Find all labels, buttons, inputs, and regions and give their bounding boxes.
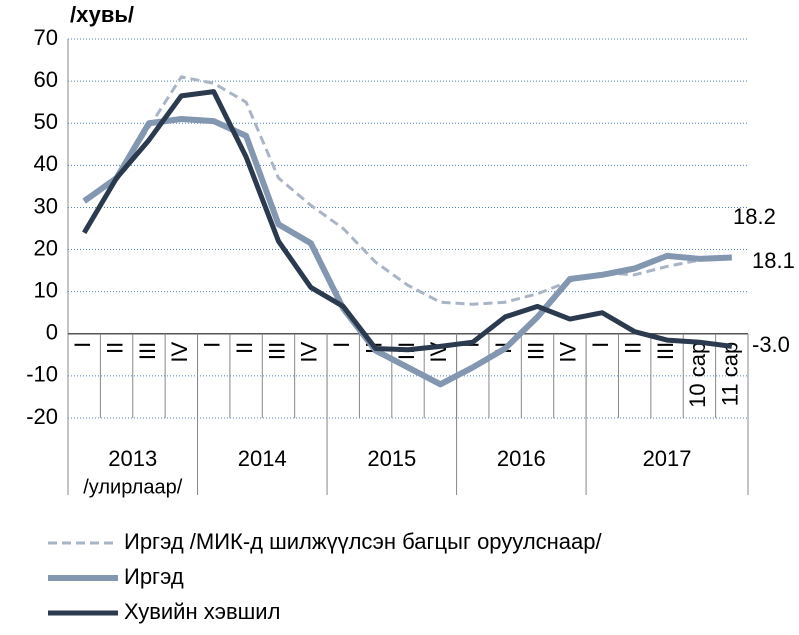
- x-tick-label: IV: [556, 341, 581, 362]
- legend-label: Иргэд /МИК-д шилжүүлсэн багцыг оруулснаа…: [124, 529, 603, 554]
- group-label: 2013: [108, 446, 157, 471]
- x-tick-label: II: [102, 342, 127, 354]
- series-line: [82, 89, 733, 353]
- y-tick-label: 50: [34, 109, 58, 134]
- y-tick-label: 20: [34, 235, 58, 260]
- x-tick-label: I: [329, 342, 354, 348]
- x-tick-label: IV: [167, 341, 192, 362]
- x-tick-label: II: [620, 342, 645, 354]
- series-line: [82, 116, 732, 388]
- y-axis-title: /хувь/: [70, 2, 134, 27]
- x-tick-label: III: [135, 342, 160, 360]
- legend-label: Хувийн хэвшил: [124, 599, 280, 624]
- x-tick-label: 10 сар: [685, 342, 710, 408]
- group-label: 2015: [367, 446, 416, 471]
- y-tick-label: 30: [34, 193, 58, 218]
- group-label: 2017: [643, 446, 692, 471]
- value-label: 18.2: [733, 204, 776, 229]
- x-tick-label: I: [70, 342, 95, 348]
- y-tick-label: -10: [26, 362, 58, 387]
- x-tick-label: 11 сар: [718, 342, 743, 406]
- y-tick-label: 0: [46, 320, 58, 345]
- y-tick-label: -20: [26, 404, 58, 429]
- x-tick-label: IV: [297, 341, 322, 362]
- legend-label: Иргэд: [124, 564, 184, 589]
- group-label: 2016: [497, 446, 546, 471]
- x-tick-label: III: [523, 342, 548, 360]
- y-tick-label: 10: [34, 277, 58, 302]
- group-label: 2014: [238, 446, 287, 471]
- y-tick-label: 40: [34, 151, 58, 176]
- y-tick-label: 70: [34, 25, 58, 50]
- x-tick-label: III: [264, 342, 289, 360]
- series-line: [83, 75, 732, 306]
- group-sublabel: /улирлаар/: [83, 476, 182, 498]
- y-tick-label: 60: [34, 67, 58, 92]
- value-label: -3.0: [752, 332, 790, 357]
- x-tick-label: I: [588, 342, 613, 348]
- x-tick-label: I: [200, 342, 225, 348]
- x-tick-label: III: [653, 342, 678, 360]
- x-tick-label: II: [232, 342, 257, 354]
- value-label: 18.1: [752, 248, 795, 273]
